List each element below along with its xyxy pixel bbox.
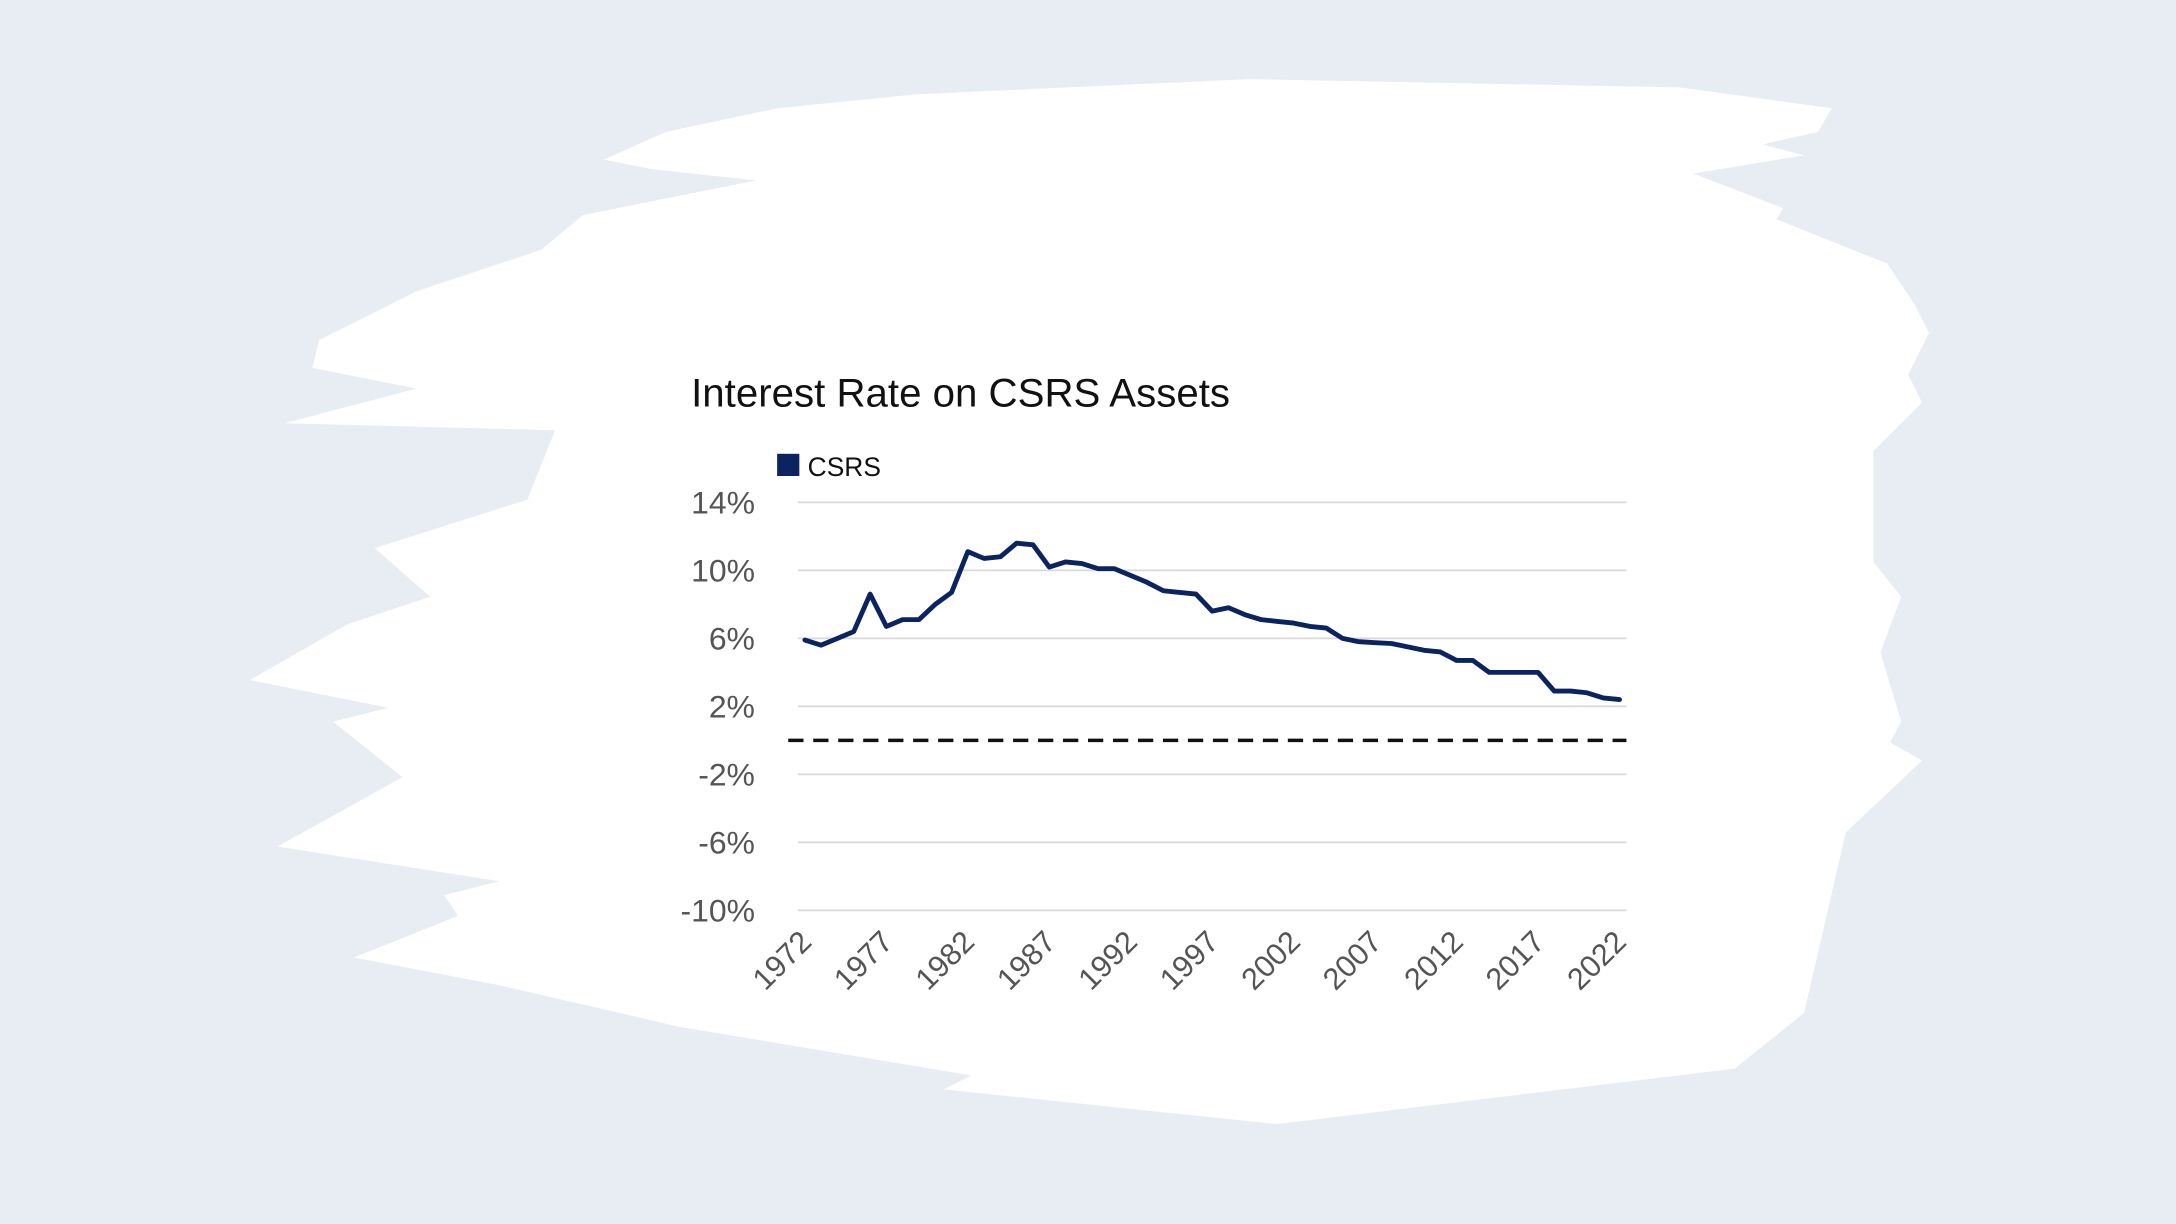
legend-swatch-csrs xyxy=(777,453,800,476)
brush-background xyxy=(249,79,1929,1125)
y-tick-label: -10% xyxy=(680,892,754,928)
y-tick-label: 2% xyxy=(709,688,755,724)
legend-label-csrs: CSRS xyxy=(808,452,881,482)
y-tick-label: -6% xyxy=(698,824,755,860)
y-tick-label: -2% xyxy=(698,756,755,792)
y-tick-label: 6% xyxy=(709,620,755,656)
series-line-csrs xyxy=(802,540,1622,702)
y-tick-label: 14% xyxy=(691,484,755,520)
chart-title: Interest Rate on CSRS Assets xyxy=(691,371,1230,416)
legend: CSRS xyxy=(777,452,881,482)
y-tick-label: 10% xyxy=(691,552,755,588)
